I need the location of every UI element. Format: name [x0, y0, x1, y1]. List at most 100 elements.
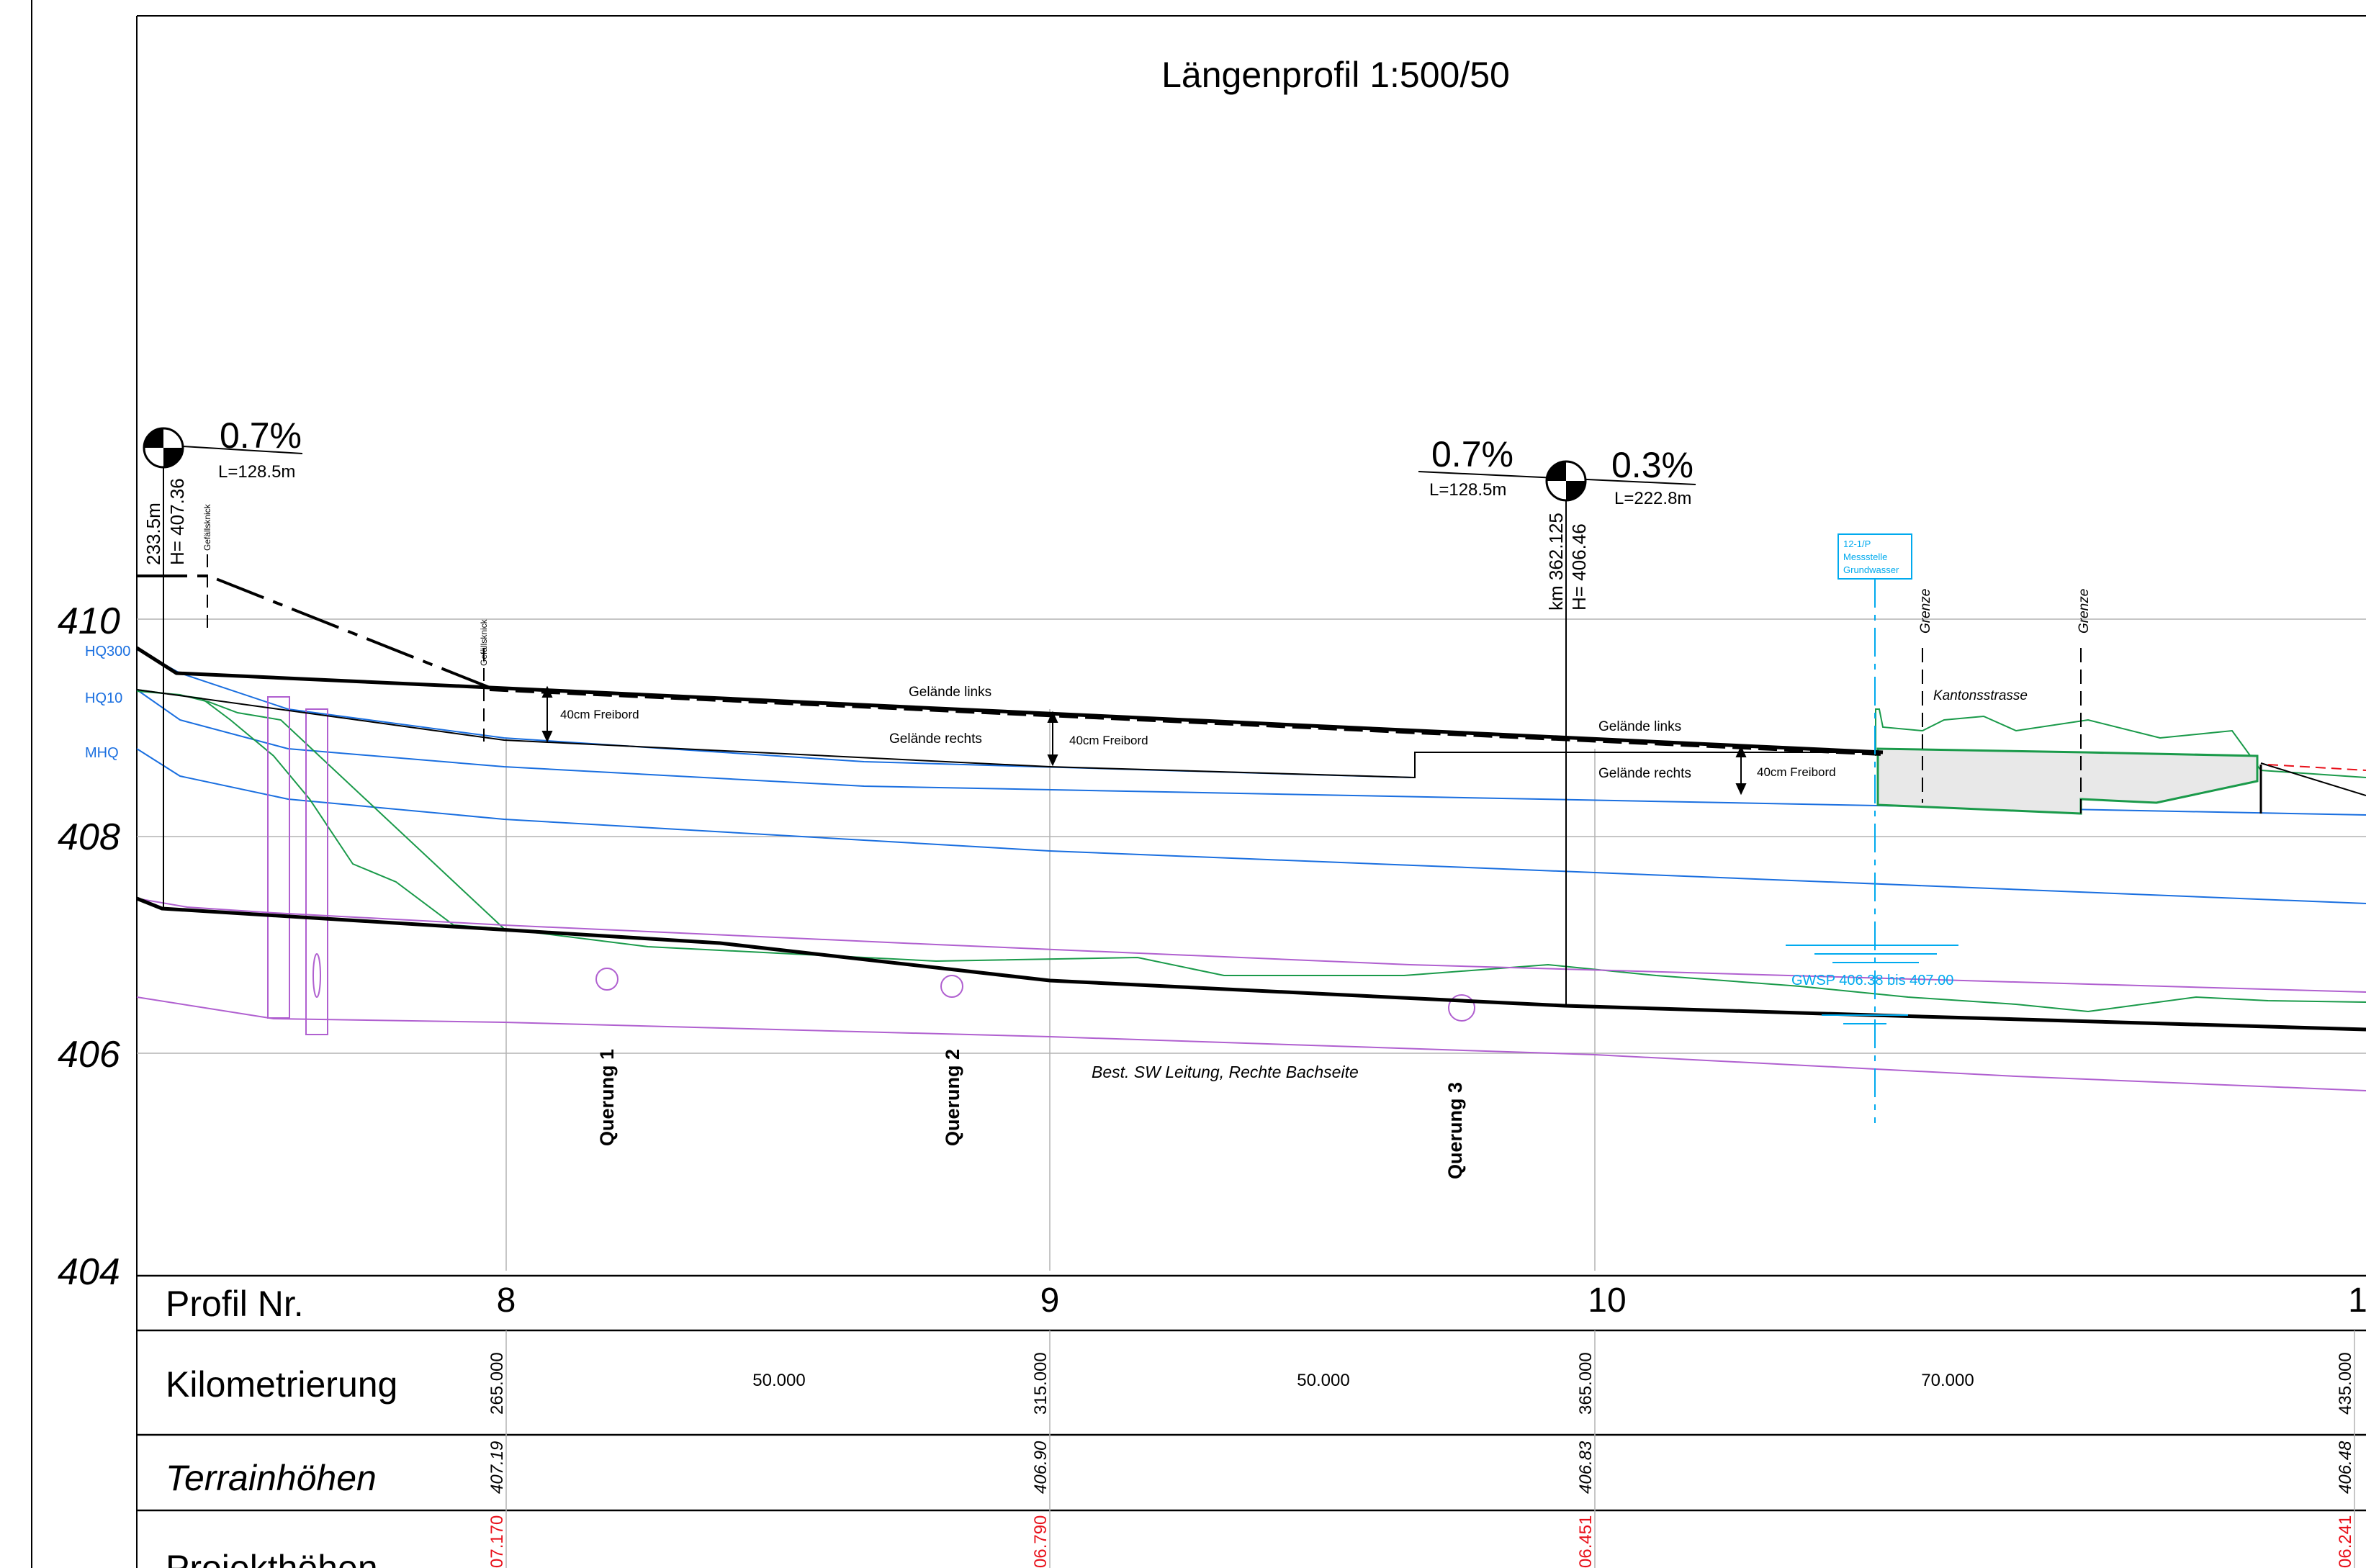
boundary-label: Grenze — [1918, 589, 1933, 634]
drawing-frame — [31, 0, 2366, 1568]
planned-dashed-line — [137, 575, 490, 689]
crossing-1-marker — [595, 968, 619, 991]
length-in-label: L=128.5m — [1429, 480, 1506, 500]
slope-out-label: 0.3% — [1611, 445, 1693, 485]
freeboard-markers — [541, 685, 1747, 796]
project-height: 06.241 — [2336, 1515, 2355, 1568]
project-height: 06.790 — [1031, 1515, 1051, 1568]
elevation-label: 404 — [58, 1251, 120, 1293]
terrain-left-bank — [136, 689, 2366, 1013]
water-level-label: HQ10 — [85, 690, 122, 706]
length-label: L=128.5m — [218, 462, 295, 482]
table-row-label: Profil Nr. — [166, 1284, 304, 1324]
terrain-right-bank — [136, 690, 505, 929]
project-height-values: 07.170 06.790 06.451 06.241 — [487, 1515, 2355, 1568]
knick-label-2: Gefällsknick — [479, 618, 489, 666]
groundwater-station: 12-1/P Messstelle Grundwasser GWSP 406.3… — [1786, 533, 1958, 1123]
profile-number: 11 — [2348, 1281, 2366, 1320]
shaft-pipe — [312, 953, 321, 998]
measurement-label: Grundwasser — [1843, 564, 1899, 575]
freeboard-label: 40cm Freibord — [1757, 765, 1836, 779]
kantonsstrasse-profile — [1875, 708, 2366, 778]
kantonsstrasse-fill — [1876, 747, 2259, 815]
crossing-label: Querung 1 — [596, 1049, 618, 1146]
terrain-lines — [136, 689, 2366, 1013]
elevation-axis: 410 408 406 404 — [58, 600, 120, 1293]
slope-in-label: 0.7% — [1431, 434, 1513, 474]
project-height: 07.170 — [487, 1515, 507, 1568]
profile-number: 9 — [1040, 1281, 1060, 1320]
water-level-label: HQ300 — [85, 644, 130, 659]
table-row-label: Projekthöhen — [166, 1548, 378, 1568]
knick-label: Gefällsknick — [202, 503, 212, 551]
shaft-1 — [267, 696, 290, 1019]
elevation-label: 410 — [58, 600, 120, 642]
elevation-label: 406 — [58, 1034, 120, 1076]
km-value: 265.000 — [487, 1352, 507, 1415]
km-value: 365.000 — [1576, 1352, 1596, 1415]
crossing-3-marker — [1448, 994, 1475, 1022]
distance-value: 50.000 — [752, 1371, 805, 1390]
gradient-marker-left: 0.7% L=128.5m 233.5m H= 407.36 Gefällskn… — [143, 415, 303, 565]
table-row-label: Terrainhöhen — [166, 1458, 377, 1498]
profile-numbers: 8 9 10 11 — [497, 1281, 2366, 1320]
terrain-right-label: Gelände rechts — [1598, 766, 1691, 781]
hq10-line — [136, 689, 2366, 816]
gradient-marker-right: 0.7% L=128.5m 0.3% L=222.8m km 362.125 H… — [1418, 434, 1696, 610]
station-label: km 362.125 — [1545, 513, 1567, 610]
water-level-labels: HQ300 HQ10 MHQ — [85, 644, 130, 761]
station-label: 233.5m — [143, 503, 164, 565]
length-out-label: L=222.8m — [1614, 489, 1691, 508]
freeboard-label: 40cm Freibord — [560, 708, 639, 721]
terrain-height: 406.48 — [2336, 1441, 2355, 1494]
distance-value: 70.000 — [1921, 1371, 1974, 1390]
table-row-label: Kilometrierung — [166, 1364, 397, 1405]
km-value: 315.000 — [1031, 1352, 1051, 1415]
terrain-left-label: Gelände links — [1598, 719, 1681, 734]
profile-number: 8 — [497, 1281, 516, 1320]
table-grid-lines — [505, 1330, 2355, 1568]
terrain-right-label: Gelände rechts — [889, 731, 982, 747]
boundary-label: Grenze — [2077, 589, 2092, 634]
measurement-label: 12-1/P — [1843, 539, 1871, 549]
crest-left-line — [135, 646, 1884, 754]
water-level-label: MHQ — [85, 745, 119, 761]
height-label: H= 406.46 — [1568, 523, 1590, 610]
distance-value: 50.000 — [1297, 1371, 1349, 1390]
terrain-right-thin — [136, 689, 1879, 779]
profile-table — [137, 1274, 2366, 1512]
distance-values: 50.000 50.000 70.000 — [752, 1371, 1974, 1390]
boundary-markers — [1922, 648, 2082, 814]
drawing-title: Längenprofil 1:500/50 — [1161, 55, 1510, 95]
existing-red-line — [2267, 764, 2366, 771]
shaft-2 — [305, 708, 328, 1035]
sewer-label: Best. SW Leitung, Rechte Bachseite — [1092, 1063, 1359, 1081]
kilometrierung-values: 265.000 315.000 365.000 435.000 — [487, 1352, 2355, 1415]
embankment-lines — [135, 575, 2366, 814]
grid-lines — [137, 618, 2366, 1271]
crossing-2-marker — [940, 975, 963, 998]
groundwater-label: GWSP 406.38 bis 407.00 — [1791, 973, 1953, 988]
terrain-height: 406.83 — [1576, 1441, 1596, 1494]
bed-line — [136, 896, 2366, 1032]
project-height: 06.451 — [1576, 1515, 1596, 1568]
terrain-height-values: 407.19 406.90 406.83 406.48 — [487, 1441, 2355, 1494]
terrain-left-label: Gelände links — [909, 685, 991, 700]
sewer-lines — [136, 696, 2366, 1091]
terrain-height: 407.19 — [487, 1441, 507, 1494]
height-label: H= 407.36 — [166, 478, 188, 565]
measurement-label: Messstelle — [1843, 551, 1887, 562]
profile-number: 10 — [1588, 1281, 1626, 1320]
km-value: 435.000 — [2336, 1352, 2355, 1415]
elevation-label: 408 — [58, 816, 120, 858]
terrain-height: 406.90 — [1031, 1441, 1051, 1494]
road-label: Kantonsstrasse — [1933, 688, 2028, 703]
crossing-label: Querung 2 — [942, 1049, 963, 1146]
mhq-line — [136, 748, 2366, 904]
slope-label: 0.7% — [220, 415, 302, 456]
freeboard-label: 40cm Freibord — [1069, 734, 1148, 747]
crossing-label: Querung 3 — [1444, 1082, 1466, 1179]
sewer-upper-line — [136, 898, 2366, 993]
station-lines — [163, 461, 1567, 1006]
